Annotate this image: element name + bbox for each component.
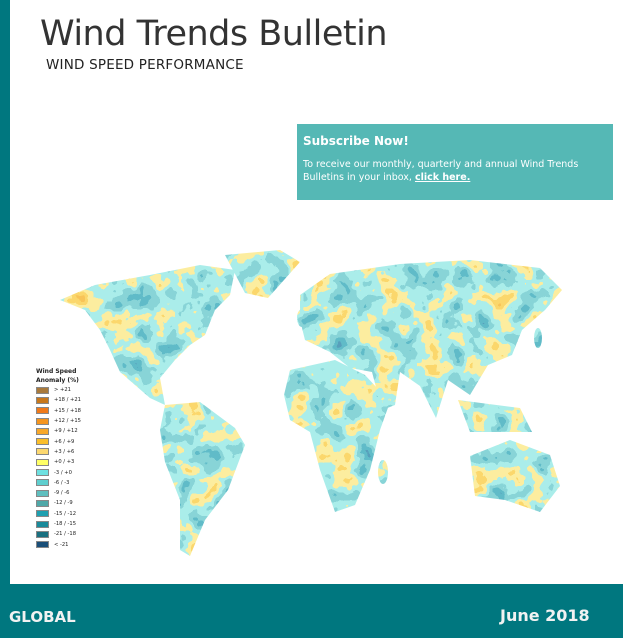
legend-item: -6 / -3 [36,478,81,488]
legend-label: -21 / -18 [54,531,76,538]
footer-date: June 2018 [500,606,590,625]
legend-item: +12 / +15 [36,416,81,426]
legend-item: +18 / +21 [36,395,81,405]
legend-swatch [36,427,49,435]
legend-item: +6 / +9 [36,436,81,446]
page-subtitle: WIND SPEED PERFORMANCE [46,57,244,73]
subscribe-heading: Subscribe Now! [303,134,409,148]
legend-label: -12 / -9 [54,500,73,507]
legend-swatch [36,520,49,528]
land-anomaly-fill [60,250,562,556]
legend-swatch [36,386,49,394]
legend-swatch [36,510,49,518]
legend-item: -3 / +0 [36,467,81,477]
legend-swatch [36,396,49,404]
legend-label: -9 / -6 [54,490,70,497]
legend-item: < -21 [36,539,81,549]
legend-title-line1: Wind Speed [36,368,77,375]
legend-item: -9 / -6 [36,488,81,498]
legend-title-line2: Anomaly (%) [36,377,79,384]
subscribe-box: Subscribe Now! To receive our monthly, q… [297,124,613,200]
legend-label: +12 / +15 [54,418,81,425]
legend-label: +3 / +6 [54,448,75,455]
page-title: Wind Trends Bulletin [40,14,388,54]
legend-item: +15 / +18 [36,406,81,416]
footer-region: GLOBAL [9,608,76,626]
legend-item: -12 / -9 [36,498,81,508]
legend-label: +0 / +3 [54,459,75,466]
legend-label: -6 / -3 [54,479,70,486]
legend-label: -18 / -15 [54,521,76,527]
legend-label: +15 / +18 [54,407,81,414]
legend-item: -18 / -15 [36,519,81,529]
legend-swatch [36,438,49,446]
subscribe-description: To receive our monthly, quarterly and an… [303,159,579,183]
legend-swatch [36,489,49,497]
map-legend: Wind Speed Anomaly (%) > +21 +18 / +21 +15… [36,367,81,550]
legend-label: > +21 [54,387,71,394]
legend-label: +6 / +9 [54,438,75,445]
legend-swatch [36,417,49,425]
legend-item: > +21 [36,385,81,395]
legend-item: +0 / +3 [36,457,81,467]
subscribe-link[interactable]: click here. [414,172,471,183]
legend-swatch [36,499,49,507]
legend-item: +3 / +6 [36,447,81,457]
legend-label: < -21 [54,541,69,548]
legend-swatch [36,407,49,415]
subscribe-text: To receive our monthly, quarterly and an… [303,158,607,184]
footer-bar: GLOBAL June 2018 [0,584,623,638]
wind-anomaly-world-map [60,250,562,556]
legend-item: -15 / -12 [36,509,81,519]
left-accent-bar [0,0,10,638]
legend-swatch [36,541,49,549]
legend-label: -15 / -12 [54,510,76,517]
legend-label: -3 / +0 [54,469,72,476]
legend-swatch [36,448,49,456]
legend-item: -21 / -18 [36,529,81,539]
legend-swatch [36,458,49,466]
legend-swatch [36,530,49,538]
legend-label: +9 / +12 [54,428,78,435]
legend-label: +18 / +21 [54,397,81,404]
legend-swatch [36,469,49,477]
legend-swatch [36,479,49,487]
legend-item: +9 / +12 [36,426,81,436]
